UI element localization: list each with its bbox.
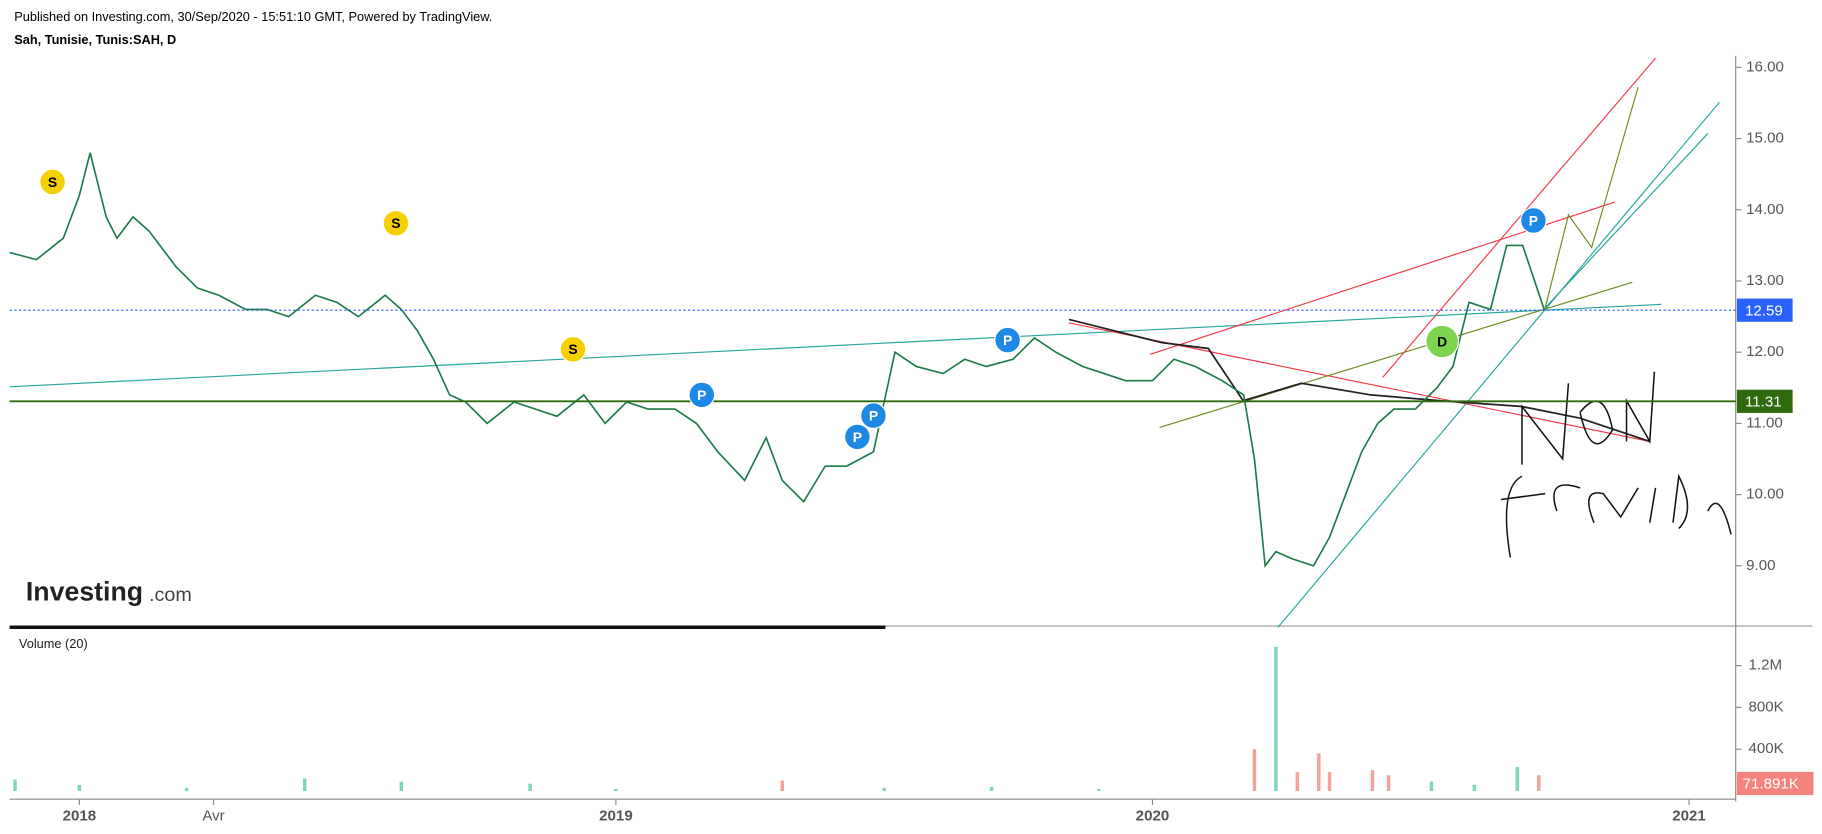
- volume-bar: [1327, 772, 1332, 792]
- y-tick-label: 12.00: [1746, 343, 1784, 360]
- volume-bar: [1252, 749, 1257, 792]
- x-tick-label: 2020: [1136, 808, 1170, 825]
- signal-label: D: [1437, 333, 1447, 349]
- volume-title: Volume (20): [19, 636, 88, 651]
- y-tick-label: 14.00: [1746, 201, 1784, 218]
- volume-bar: [528, 783, 532, 792]
- signal-badge: [860, 402, 887, 429]
- signal-label: P: [1529, 212, 1538, 228]
- symbol-title: Sah, Tunisie, Tunis:SAH, D: [14, 32, 176, 47]
- signal-label: P: [853, 429, 862, 445]
- volume-bar: [399, 781, 404, 792]
- curve: [1068, 318, 1651, 443]
- volume-bar: [1386, 775, 1391, 792]
- volume-bar: [1317, 753, 1321, 792]
- volume-last-label: 71.891K: [1743, 776, 1799, 793]
- x-tick-label: 2018: [63, 808, 97, 825]
- volume-bar: [1515, 766, 1520, 792]
- handwriting: [1500, 371, 1732, 558]
- y-tick-label: 1.2M: [1748, 657, 1782, 674]
- drawings: [9, 57, 1732, 628]
- projection-arrow: [1544, 86, 1639, 308]
- price-line: [9, 152, 1545, 568]
- signal-label: S: [391, 215, 400, 231]
- signal-badge: [688, 381, 716, 409]
- volume-bar: [302, 778, 307, 792]
- signal-badge: [382, 209, 410, 237]
- y-tick-label: 400K: [1748, 740, 1783, 757]
- volume-last-badge: [1736, 771, 1814, 796]
- trendline: [1544, 133, 1709, 309]
- x-tick-label: 2019: [599, 808, 633, 825]
- trendline: [1277, 101, 1720, 628]
- y-tick-label: 9.00: [1746, 557, 1775, 574]
- y-tick-label: 16.00: [1746, 58, 1784, 75]
- volume-bar: [1429, 781, 1434, 792]
- signal-label: S: [48, 174, 57, 190]
- signal-label: P: [697, 387, 706, 403]
- volume-bar: [1097, 788, 1101, 792]
- trendline: [1382, 57, 1657, 378]
- y-tick-label: 13.00: [1746, 272, 1784, 289]
- logo-brand: Investing: [26, 577, 143, 607]
- volume-bar: [989, 786, 994, 792]
- y-tick-label: 800K: [1748, 698, 1783, 715]
- signal-badge: [559, 335, 587, 363]
- signal-badge: [1425, 324, 1460, 359]
- signal-badge: [39, 168, 66, 196]
- trendline: [9, 303, 1662, 388]
- volume-bar: [1370, 770, 1375, 792]
- volume-bar: [1537, 775, 1541, 792]
- volume-bar: [1295, 772, 1300, 792]
- volume-bar: [614, 788, 618, 792]
- signal-label: S: [568, 341, 577, 357]
- volume-bar: [77, 784, 82, 792]
- x-tick-label: Avr: [202, 808, 224, 825]
- volume-bar: [13, 779, 17, 792]
- volume-bar: [1472, 784, 1477, 792]
- signal-badge: [844, 423, 871, 451]
- trendline: [1159, 281, 1633, 429]
- x-tick-label: 2021: [1672, 808, 1706, 825]
- volume-bar: [184, 787, 189, 792]
- y-tick-label: 15.00: [1746, 130, 1784, 147]
- price-level-label: 12.59: [1745, 302, 1783, 319]
- logo-suffix: .com: [149, 584, 192, 606]
- y-tick-label: 11.00: [1746, 414, 1783, 431]
- price-level-badge: [1736, 389, 1793, 413]
- signal-label: P: [869, 407, 878, 423]
- volume-bar: [882, 787, 886, 792]
- y-tick-label: 10.00: [1746, 486, 1784, 503]
- signal-badge: [994, 326, 1021, 354]
- price-level-badge: [1736, 298, 1793, 322]
- signal-badge: [1520, 207, 1547, 234]
- published-note: Published on Investing.com, 30/Sep/2020 …: [14, 9, 492, 24]
- volume-bar: [1274, 646, 1278, 792]
- price-level-label: 11.31: [1745, 393, 1782, 410]
- volume-bar: [780, 780, 785, 792]
- signal-label: P: [1003, 332, 1012, 348]
